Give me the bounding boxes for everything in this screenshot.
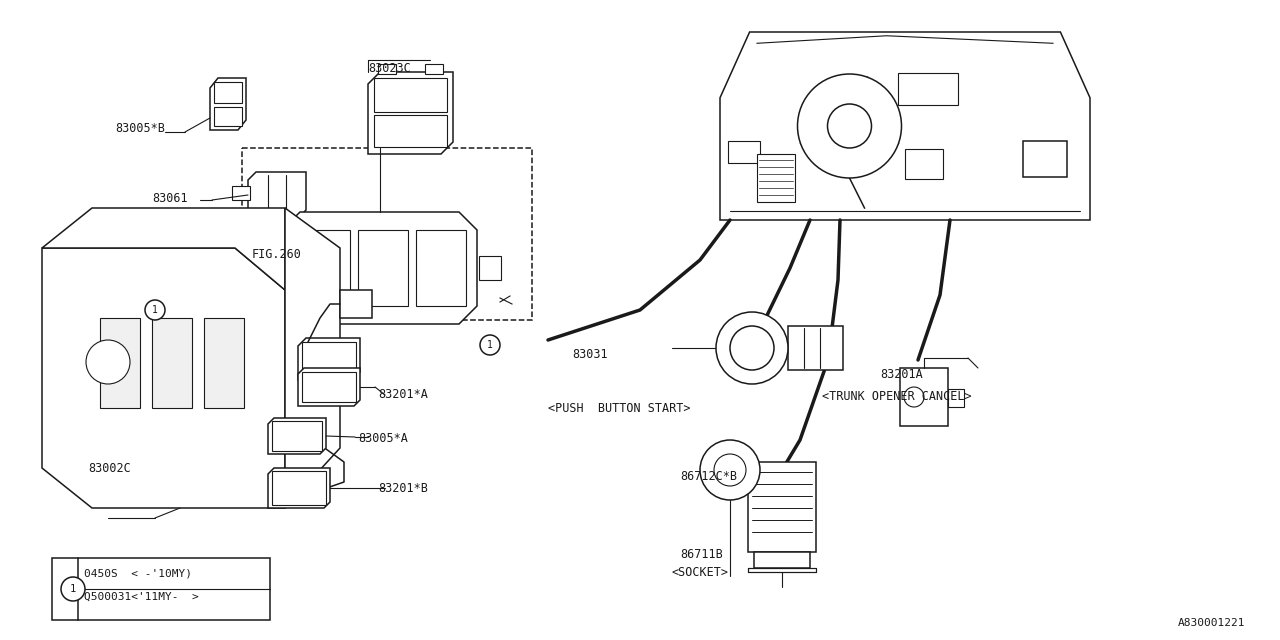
Polygon shape	[248, 172, 306, 218]
Bar	[728, 141, 760, 163]
Bar	[300, 230, 349, 306]
Circle shape	[61, 577, 84, 601]
Polygon shape	[42, 248, 285, 508]
Bar	[1024, 141, 1068, 177]
Text: 83201*B: 83201*B	[378, 482, 428, 495]
Bar	[425, 64, 443, 74]
Circle shape	[904, 387, 924, 407]
Text: 1: 1	[70, 584, 76, 594]
Polygon shape	[719, 32, 1091, 220]
Text: 83023C: 83023C	[369, 62, 411, 75]
Bar	[897, 74, 957, 106]
Bar	[748, 462, 817, 552]
Bar	[273, 421, 323, 451]
Text: 1: 1	[488, 340, 493, 350]
Bar	[358, 230, 408, 306]
Polygon shape	[369, 72, 453, 154]
Text: 83005*B: 83005*B	[115, 122, 165, 135]
Text: 83201*A: 83201*A	[378, 388, 428, 401]
Circle shape	[797, 74, 901, 178]
Bar	[756, 154, 795, 202]
Polygon shape	[298, 338, 360, 380]
Text: 83002C: 83002C	[88, 462, 131, 475]
Bar	[754, 552, 810, 568]
Circle shape	[714, 454, 746, 486]
Circle shape	[700, 440, 760, 500]
Bar	[788, 326, 844, 370]
Polygon shape	[282, 212, 477, 324]
Text: Q500031<'11MY-  >: Q500031<'11MY- >	[84, 592, 198, 602]
Polygon shape	[268, 468, 330, 508]
Circle shape	[145, 300, 165, 320]
Bar	[948, 389, 964, 407]
Circle shape	[86, 340, 131, 384]
Polygon shape	[268, 418, 326, 454]
Bar	[374, 78, 447, 113]
Bar	[416, 230, 466, 306]
Text: <SOCKET>: <SOCKET>	[672, 566, 730, 579]
Bar	[214, 82, 242, 103]
Bar	[900, 368, 948, 426]
Bar	[273, 471, 326, 505]
Text: <PUSH  BUTTON START>: <PUSH BUTTON START>	[548, 402, 690, 415]
Bar	[100, 318, 140, 408]
Bar	[748, 568, 817, 572]
Bar	[204, 318, 244, 408]
Text: 83005*A: 83005*A	[358, 432, 408, 445]
Text: 86712C*B: 86712C*B	[680, 470, 737, 483]
Text: 83031: 83031	[572, 348, 608, 361]
Circle shape	[716, 312, 788, 384]
Polygon shape	[285, 208, 340, 508]
Bar	[52, 558, 270, 620]
Text: FIG.260: FIG.260	[252, 248, 302, 261]
Bar	[374, 115, 447, 147]
Bar	[302, 342, 356, 376]
Bar	[378, 64, 396, 74]
Text: 0450S  < -'10MY): 0450S < -'10MY)	[84, 568, 192, 578]
Bar	[242, 148, 532, 320]
Bar	[232, 186, 250, 200]
Bar	[214, 107, 242, 126]
Text: 1: 1	[152, 305, 157, 315]
Bar	[340, 290, 372, 318]
Text: 86711B: 86711B	[680, 548, 723, 561]
Text: 83201A: 83201A	[881, 368, 923, 381]
Polygon shape	[298, 368, 360, 406]
Polygon shape	[42, 208, 285, 290]
Bar	[479, 256, 500, 280]
Bar	[905, 148, 943, 179]
Circle shape	[480, 335, 500, 355]
Polygon shape	[210, 78, 246, 130]
Bar	[302, 372, 356, 402]
Circle shape	[730, 326, 774, 370]
Circle shape	[827, 104, 872, 148]
Text: 83061: 83061	[152, 192, 188, 205]
Bar	[152, 318, 192, 408]
Text: A830001221: A830001221	[1178, 618, 1245, 628]
Text: <TRUNK OPENER CANCEL>: <TRUNK OPENER CANCEL>	[822, 390, 972, 403]
